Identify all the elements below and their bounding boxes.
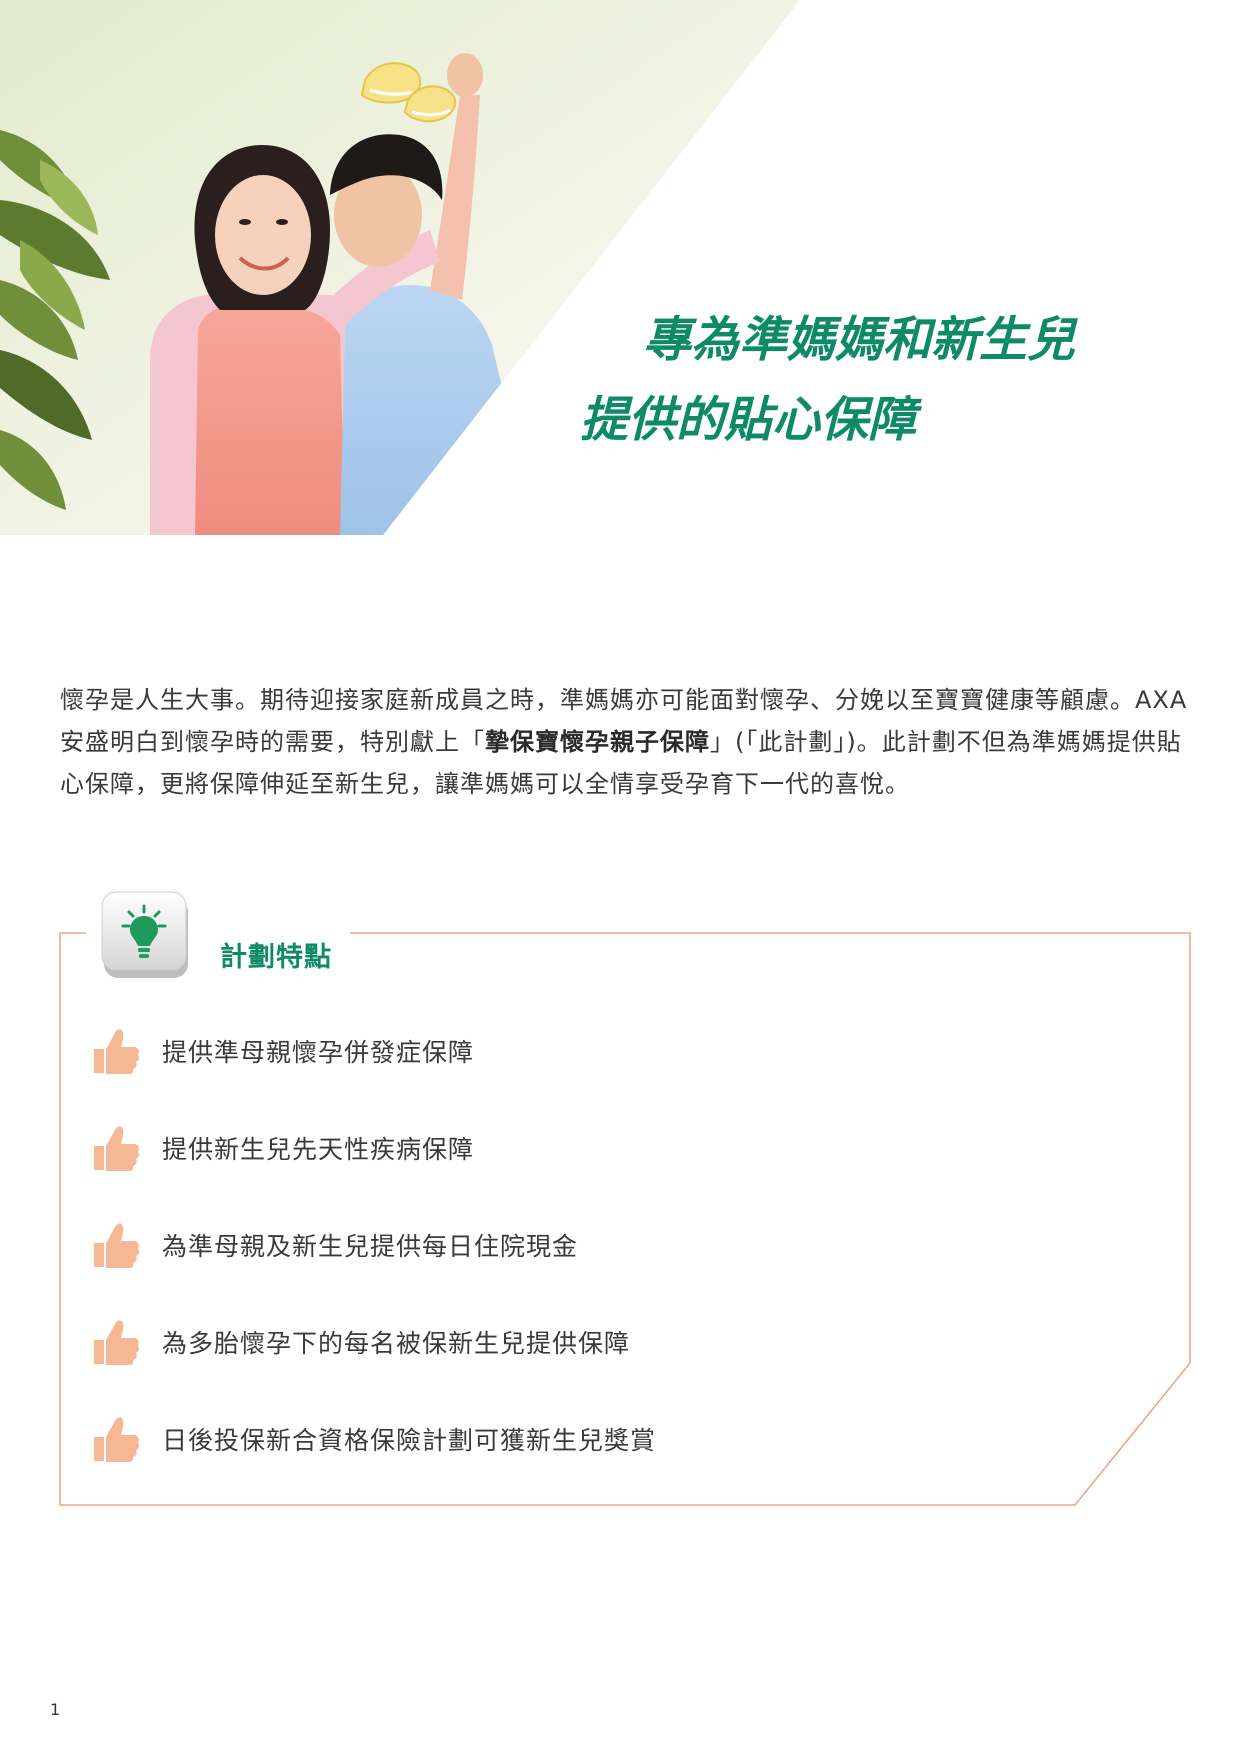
- thumbs-up-icon: [92, 1122, 140, 1172]
- features-list: 提供準母親懷孕併發症保障 提供新生兒先天性疾病保障 為準母親及新生兒提供每日住院…: [92, 1025, 1092, 1510]
- baby-shoes: [360, 62, 457, 123]
- feature-label: 為準母親及新生兒提供每日住院現金: [162, 1232, 579, 1261]
- plant: [0, 130, 110, 510]
- hero-photo: [0, 0, 800, 535]
- thumbs-up-icon: [92, 1025, 140, 1075]
- headline-line-1: 專為準媽媽和新生兒: [643, 312, 1076, 368]
- feature-label: 提供準母親懷孕併發症保障: [162, 1038, 475, 1067]
- thumbs-up-icon: [92, 1219, 140, 1269]
- lightbulb-key-icon: [98, 888, 194, 984]
- thumbs-up-icon: [92, 1316, 140, 1366]
- feature-item: 提供準母親懷孕併發症保障: [92, 1025, 1092, 1122]
- feature-item: 日後投保新合資格保險計劃可獲新生兒獎賞: [92, 1413, 1092, 1510]
- feature-item: 提供新生兒先天性疾病保障: [92, 1122, 1092, 1219]
- features-frame: [59, 932, 1191, 1506]
- features-title: 計劃特點: [218, 935, 344, 974]
- headline-line-2: 提供的貼心保障: [580, 392, 917, 448]
- feature-label: 提供新生兒先天性疾病保障: [162, 1135, 475, 1164]
- feature-item: 為準母親及新生兒提供每日住院現金: [92, 1219, 1092, 1316]
- feature-label: 為多胎懷孕下的每名被保新生兒提供保障: [162, 1329, 631, 1358]
- page-number: 1: [50, 1700, 61, 1719]
- hero-banner: [0, 0, 1241, 535]
- feature-label: 日後投保新合資格保險計劃可獲新生兒獎賞: [162, 1426, 657, 1455]
- intro-text-after: 」(「此計劃」)。此計劃不但為準媽媽提供貼心保障，更將保障伸延至新生兒，讓準媽媽…: [60, 728, 1182, 798]
- feature-item: 為多胎懷孕下的每名被保新生兒提供保障: [92, 1316, 1092, 1413]
- plan-name: 摯保寶懷孕親子保障: [485, 728, 710, 756]
- intro-paragraph: 懷孕是人生大事。期待迎接家庭新成員之時，準媽媽亦可能面對懷孕、分娩以至寶寶健康等…: [60, 679, 1190, 805]
- thumbs-up-icon: [92, 1413, 140, 1463]
- intro-text-before: 懷孕是人生大事。期待迎接家庭新成員之時，準媽媽亦可能面對懷孕、分娩以至寶寶健康等…: [60, 686, 1188, 756]
